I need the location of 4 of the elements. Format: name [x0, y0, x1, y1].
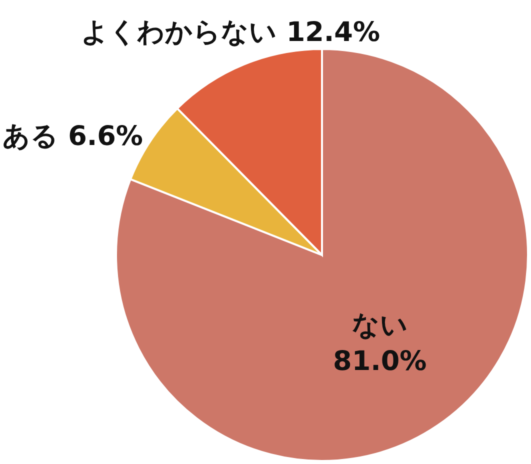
slice-label: ない — [352, 310, 408, 342]
slice-label: ある 6.6% — [2, 121, 143, 152]
data-label: 81.0% — [333, 346, 427, 378]
slice-label: よくわからない 12.4% — [80, 17, 380, 48]
